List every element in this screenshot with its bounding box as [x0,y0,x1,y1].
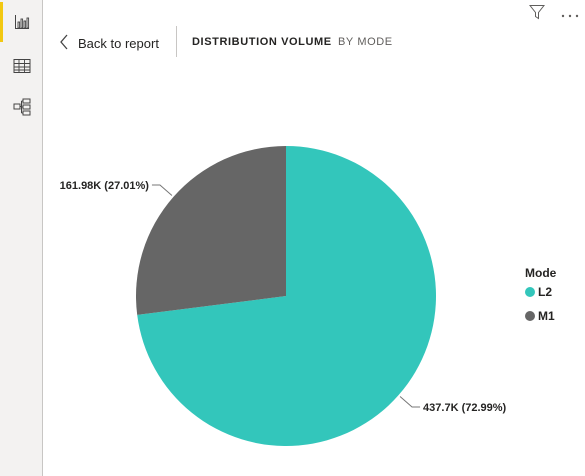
data-label-m1: 161.98K (27.01%) [60,180,150,192]
legend-title: Mode [525,266,557,280]
table-icon [13,58,31,74]
pie-slice-l2[interactable] [137,146,436,446]
header-divider [176,26,177,57]
visual-toolbar [528,4,579,25]
left-nav-rail [0,0,43,476]
legend-marker-m1 [525,311,535,321]
legend-marker-l2 [525,287,535,297]
back-to-report-label: Back to report [78,35,159,51]
table-view-button[interactable] [0,46,43,86]
legend-item-m1[interactable]: M1 [538,309,555,323]
hierarchy-icon [13,98,31,116]
legend-item-l2[interactable]: L2 [538,285,552,299]
visual-title: DISTRIBUTION VOLUME [192,36,332,48]
pie-slice-m1[interactable] [136,146,286,315]
leader-line-m1 [151,184,173,196]
hierarchy-view-button[interactable] [0,87,43,127]
leader-line-l2 [399,396,421,408]
visual-view-button[interactable] [0,2,43,42]
pie-chart-area: 437.7K (72.99%) 161.98K (27.01%) Mode L2 M1 [43,80,585,476]
bar-chart-icon [14,14,30,30]
visual-subtitle: BY MODE [338,36,393,48]
pie-chart: 437.7K (72.99%) 161.98K (27.01%) Mode L2 M1 [60,146,557,446]
back-to-report-button[interactable]: Back to report [59,30,159,56]
data-label-l2: 437.7K (72.99%) [423,402,506,414]
chevron-left-icon [59,34,69,53]
more-options-icon[interactable] [561,6,579,24]
focus-mode-header: Back to report DISTRIBUTION VOLUME BY MO… [43,0,585,80]
filter-icon[interactable] [528,4,546,25]
